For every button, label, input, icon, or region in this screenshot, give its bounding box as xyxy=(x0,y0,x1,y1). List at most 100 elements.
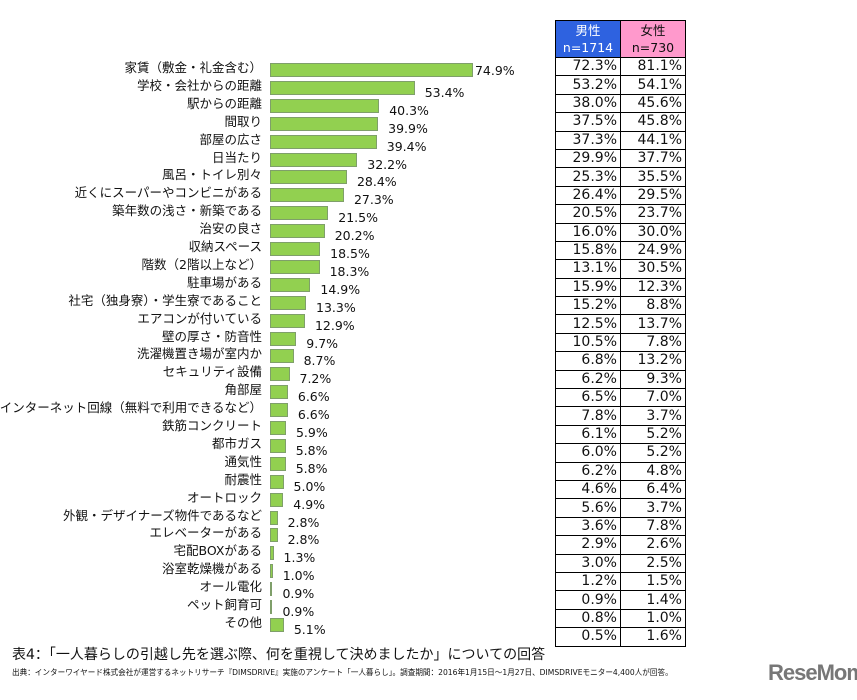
table-row: 1.2% 1.5% xyxy=(555,571,686,592)
bar xyxy=(270,331,297,346)
bar xyxy=(270,259,320,274)
table-row: 0.9% 1.4% xyxy=(555,590,686,610)
category-label: 築年数の浅さ・新築である xyxy=(112,203,262,219)
bar xyxy=(270,206,329,221)
data-label: 74.9% xyxy=(474,63,515,78)
male-value: 0.5% xyxy=(555,627,621,647)
data-label: 2.8% xyxy=(287,514,320,530)
table-row: 7.8% 3.7% xyxy=(555,406,686,426)
female-value: 45.8% xyxy=(620,112,686,132)
category-label: 階数（2階以上など） xyxy=(141,256,262,272)
female-value: 45.6% xyxy=(620,93,686,114)
data-label: 2.8% xyxy=(287,532,320,548)
category-label: 都市ガス xyxy=(211,435,262,451)
male-value: 15.9% xyxy=(555,277,621,298)
bar xyxy=(270,152,358,167)
table-row: 10.5% 7.8% xyxy=(555,332,686,353)
bar xyxy=(270,63,473,77)
data-label: 6.6% xyxy=(297,407,330,423)
category-label: 近くにスーパーやコンビニがある xyxy=(74,185,262,201)
category-label: 耐震性 xyxy=(224,471,262,487)
data-label: 18.3% xyxy=(329,263,370,279)
category-label: 外観・デザイナーズ物件であるなど xyxy=(62,507,262,523)
category-label: 壁の厚さ・防音性 xyxy=(161,328,262,344)
source-note: 出典：インターワイヤード株式会社が運営するネットリサーチ『DIMSDRIVE』実… xyxy=(12,668,673,677)
table-row: 6.8% 13.2% xyxy=(555,351,686,371)
female-value: 4.8% xyxy=(620,461,686,481)
male-value: 6.8% xyxy=(555,351,621,371)
male-value: 16.0% xyxy=(555,222,621,242)
female-value: 6.4% xyxy=(620,479,686,500)
table-row: 3.0% 2.5% xyxy=(555,553,686,573)
table-row: 37.5% 45.8% xyxy=(555,112,686,132)
data-label: 6.6% xyxy=(297,389,330,405)
data-label: 8.7% xyxy=(303,353,336,369)
bar xyxy=(270,313,305,328)
data-label: 5.0% xyxy=(293,478,326,494)
data-label: 32.2% xyxy=(367,156,407,172)
bar xyxy=(270,564,273,579)
male-value: 15.2% xyxy=(555,296,621,316)
table-row: 3.6% 7.8% xyxy=(555,516,686,537)
male-header: 男性 n=1714 xyxy=(555,20,621,58)
category-label: エレベーターがある xyxy=(149,525,262,541)
data-label: 40.3% xyxy=(389,102,429,118)
female-value: 7.0% xyxy=(620,388,686,408)
data-label: 7.2% xyxy=(299,371,332,387)
data-label: 21.5% xyxy=(338,210,378,226)
male-n: n=1714 xyxy=(562,40,614,55)
table-row: 38.0% 45.6% xyxy=(555,93,686,114)
data-label: 5.8% xyxy=(295,460,328,476)
data-label: 18.5% xyxy=(330,246,370,261)
male-value: 0.9% xyxy=(555,590,621,610)
category-label: 洗濯機置き場が室内か xyxy=(136,346,262,362)
male-value: 4.6% xyxy=(555,479,621,500)
male-value: 72.3% xyxy=(555,56,621,77)
bar xyxy=(270,295,307,310)
female-value: 30.0% xyxy=(620,222,686,242)
male-value: 10.5% xyxy=(555,332,621,353)
female-value: 5.2% xyxy=(620,443,686,463)
data-label: 53.4% xyxy=(424,84,465,100)
male-value: 26.4% xyxy=(555,185,621,206)
female-value: 81.1% xyxy=(620,56,686,77)
bar xyxy=(270,474,284,489)
bar xyxy=(270,80,415,95)
table-row: 26.4% 29.5% xyxy=(555,185,686,206)
female-value: 2.5% xyxy=(620,553,686,573)
female-value: 35.5% xyxy=(620,167,686,187)
male-value: 12.5% xyxy=(555,314,621,334)
female-value: 8.8% xyxy=(620,296,686,316)
female-value: 1.4% xyxy=(620,590,686,610)
bar xyxy=(270,510,278,525)
male-value: 15.8% xyxy=(555,240,621,261)
female-value: 7.8% xyxy=(620,516,686,537)
category-label: 社宅（独身寮）・学生寮であること xyxy=(68,292,262,308)
category-label: 収納スペース xyxy=(188,239,262,254)
female-value: 5.2% xyxy=(620,424,686,445)
category-label: 駐車場がある xyxy=(186,274,262,290)
female-value: 2.6% xyxy=(620,535,686,555)
female-value: 13.2% xyxy=(620,351,686,371)
table-row: 6.1% 5.2% xyxy=(555,424,686,445)
category-label: オートロック xyxy=(186,489,262,505)
category-label: 部屋の広さ xyxy=(199,131,262,147)
female-value: 44.1% xyxy=(620,130,686,150)
table-row: 15.2% 8.8% xyxy=(555,296,686,316)
data-label: 39.4% xyxy=(386,138,427,154)
category-label: 通気性 xyxy=(224,453,262,469)
bar xyxy=(270,367,290,382)
table-row: 37.3% 44.1% xyxy=(555,130,686,150)
bar xyxy=(270,349,294,364)
male-value: 25.3% xyxy=(555,167,621,187)
female-label: 女性 xyxy=(640,23,666,38)
bar xyxy=(270,385,288,400)
table-row: 2.9% 2.6% xyxy=(555,535,686,555)
female-value: 12.3% xyxy=(620,277,686,298)
female-value: 9.3% xyxy=(620,369,686,390)
female-value: 24.9% xyxy=(620,240,686,261)
resemom-logo: ReseMom xyxy=(768,660,857,685)
data-label: 27.3% xyxy=(353,192,394,208)
data-label: 12.9% xyxy=(314,317,355,333)
bar xyxy=(270,170,347,185)
